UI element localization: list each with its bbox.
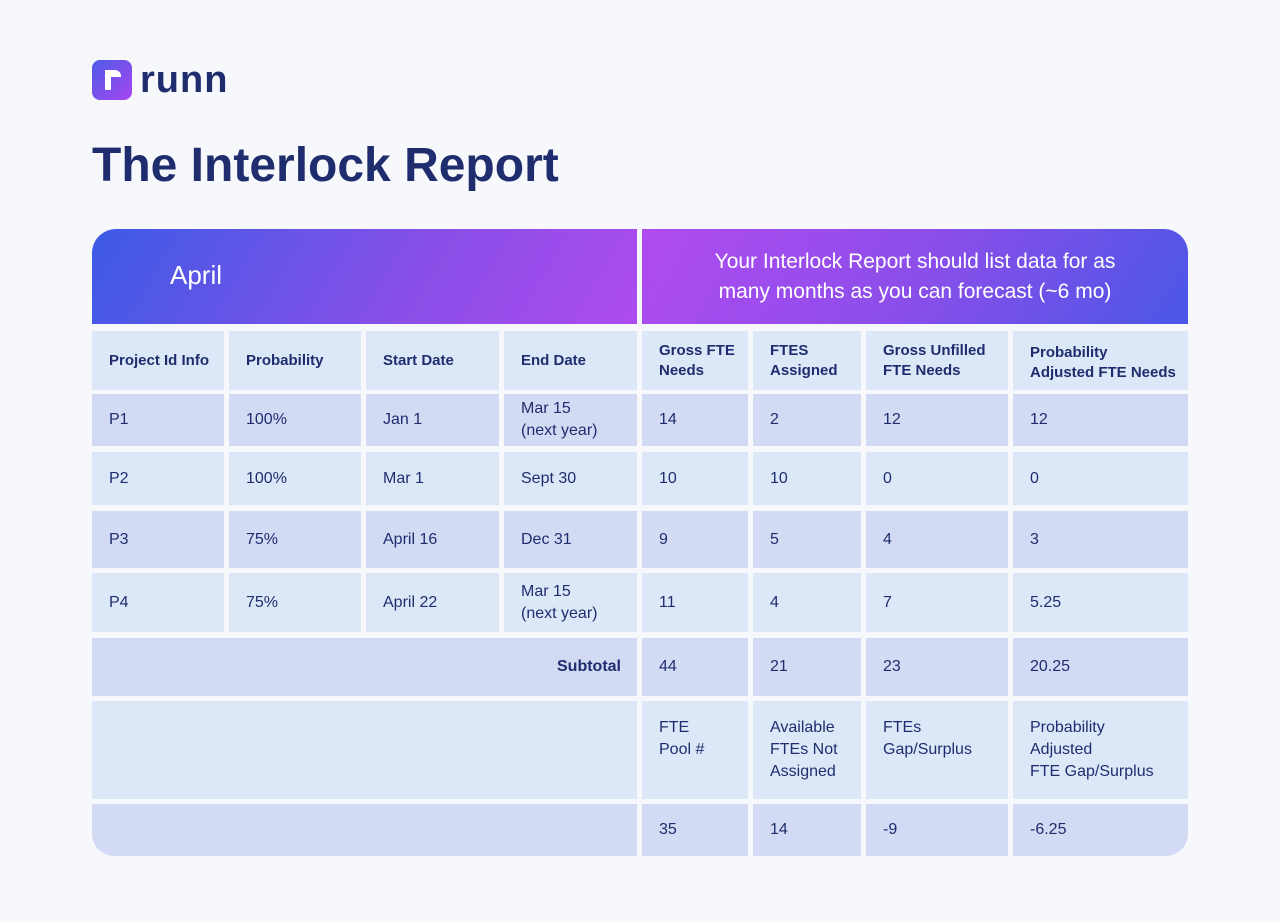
value-adjusted-gap: -6.25 (1013, 804, 1188, 856)
row4-unfilled: 7 (866, 573, 1008, 632)
forecast-note-band: Your Interlock Report should list data f… (642, 229, 1188, 324)
row1-probability: 100% (229, 394, 361, 446)
interlock-report-table: April Your Interlock Report should list … (92, 229, 1188, 857)
pool-labels-spacer (92, 701, 637, 799)
row3-gross: 9 (642, 511, 748, 568)
row3-start: April 16 (366, 511, 499, 568)
row2-start: Mar 1 (366, 452, 499, 505)
subtotal-gross: 44 (642, 638, 748, 696)
row3-assigned: 5 (753, 511, 861, 568)
header-gross-fte-needs: Gross FTE Needs (642, 331, 748, 390)
header-gross-unfilled: Gross Unfilled FTE Needs (866, 331, 1008, 390)
row4-probability: 75% (229, 573, 361, 632)
runn-logo-icon (92, 60, 132, 100)
row2-adjusted: 0 (1013, 452, 1188, 505)
row1-start: Jan 1 (366, 394, 499, 446)
label-available-ftes: Available FTEs Not Assigned (753, 701, 861, 799)
month-label: April (170, 260, 223, 290)
row1-assigned: 2 (753, 394, 861, 446)
subtotal-adjusted: 20.25 (1013, 638, 1188, 696)
row4-assigned: 4 (753, 573, 861, 632)
label-ftes-gap: FTEs Gap/Surplus (866, 701, 1008, 799)
subtotal-label: Subtotal (92, 638, 637, 696)
row2-gross: 10 (642, 452, 748, 505)
forecast-note: Your Interlock Report should list data f… (714, 249, 1116, 303)
row2-project: P2 (92, 452, 224, 505)
value-fte-pool: 35 (642, 804, 748, 856)
row2-end: Sept 30 (504, 452, 637, 505)
header-probability-adjusted: Probability Adjusted FTE Needs (1013, 331, 1188, 390)
subtotal-unfilled: 23 (866, 638, 1008, 696)
row2-unfilled: 0 (866, 452, 1008, 505)
header-project-id: Project Id Info (92, 331, 224, 390)
header-probability: Probability (229, 331, 361, 390)
pool-values-spacer (92, 804, 637, 856)
row3-project: P3 (92, 511, 224, 568)
row4-end: Mar 15 (next year) (504, 573, 637, 632)
row3-adjusted: 3 (1013, 511, 1188, 568)
row1-gross: 14 (642, 394, 748, 446)
month-band: April (92, 229, 637, 324)
label-fte-pool: FTE Pool # (642, 701, 748, 799)
brand-logo: runn (92, 60, 228, 100)
row2-probability: 100% (229, 452, 361, 505)
row4-adjusted: 5.25 (1013, 573, 1188, 632)
row1-adjusted: 12 (1013, 394, 1188, 446)
header-ftes-assigned: FTES Assigned (753, 331, 861, 390)
row3-probability: 75% (229, 511, 361, 568)
header-start-date: Start Date (366, 331, 499, 390)
label-adjusted-gap: Probability Adjusted FTE Gap/Surplus (1013, 701, 1188, 799)
row1-project: P1 (92, 394, 224, 446)
row4-project: P4 (92, 573, 224, 632)
subtotal-assigned: 21 (753, 638, 861, 696)
header-end-date: End Date (504, 331, 637, 390)
row3-unfilled: 4 (866, 511, 1008, 568)
row1-end: Mar 15 (next year) (504, 394, 637, 446)
row1-unfilled: 12 (866, 394, 1008, 446)
brand-name: runn (140, 59, 229, 101)
value-ftes-gap: -9 (866, 804, 1008, 856)
row4-start: April 22 (366, 573, 499, 632)
row3-end: Dec 31 (504, 511, 637, 568)
row4-gross: 11 (642, 573, 748, 632)
row2-assigned: 10 (753, 452, 861, 505)
value-available-ftes: 14 (753, 804, 861, 856)
page-title: The Interlock Report (92, 139, 559, 192)
